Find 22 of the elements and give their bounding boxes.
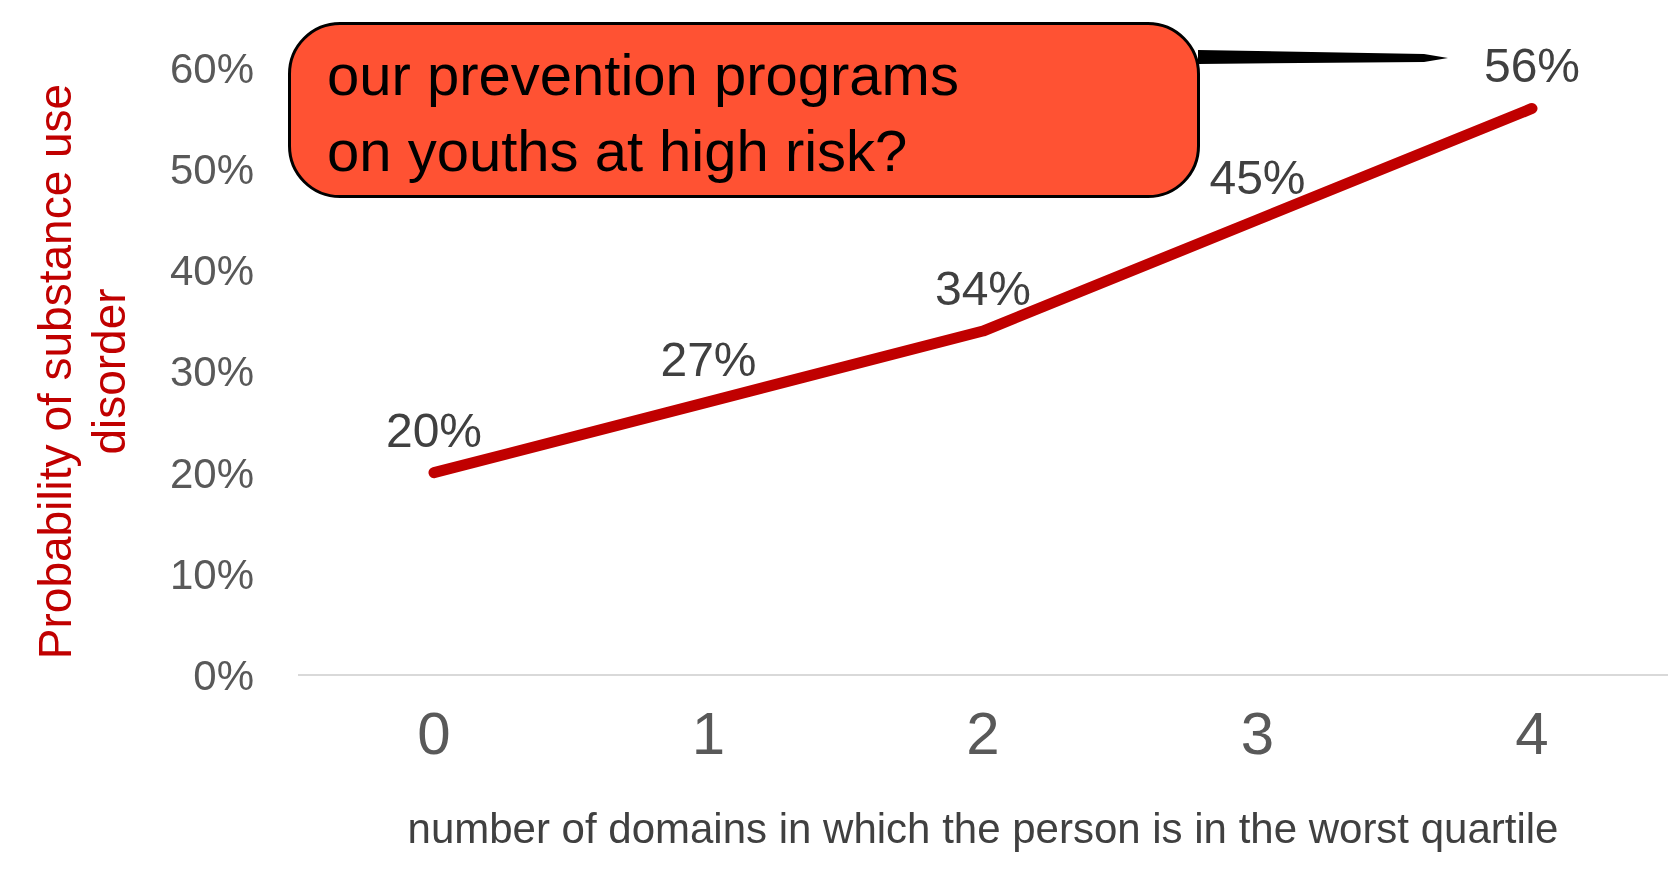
x-tick-label: 2 [966,699,1000,767]
y-tick-label: 10% [169,550,254,598]
y-tick-label: 60% [169,44,254,92]
y-tick-label: 30% [169,348,254,396]
data-label: 56% [1483,39,1581,93]
data-label: 27% [660,332,757,386]
annotation: on youths at high risk? [327,117,909,185]
y-tick-label: 50% [169,146,254,194]
x-axis-title: number of domains in which the person is in the worst quartile [407,805,1559,852]
x-tick-label: 0 [417,699,451,767]
y-tick-label: 40% [169,247,254,295]
x-tick-label: 3 [1240,699,1275,767]
y-tick-label: 0% [193,651,254,699]
x-tick-label: 1 [691,699,726,767]
annotation: our prevention programs [327,41,960,109]
y-axis-title: Probability of substance use disorder [29,83,135,660]
x-tick-label: 4 [1515,699,1549,767]
data-label: 45% [1209,150,1306,204]
data-label: 20% [385,403,483,457]
data-label: 34% [934,262,1032,316]
callout-box: our prevention programs on youths at high risk? [288,22,1200,198]
y-tick-label: 20% [169,449,254,497]
